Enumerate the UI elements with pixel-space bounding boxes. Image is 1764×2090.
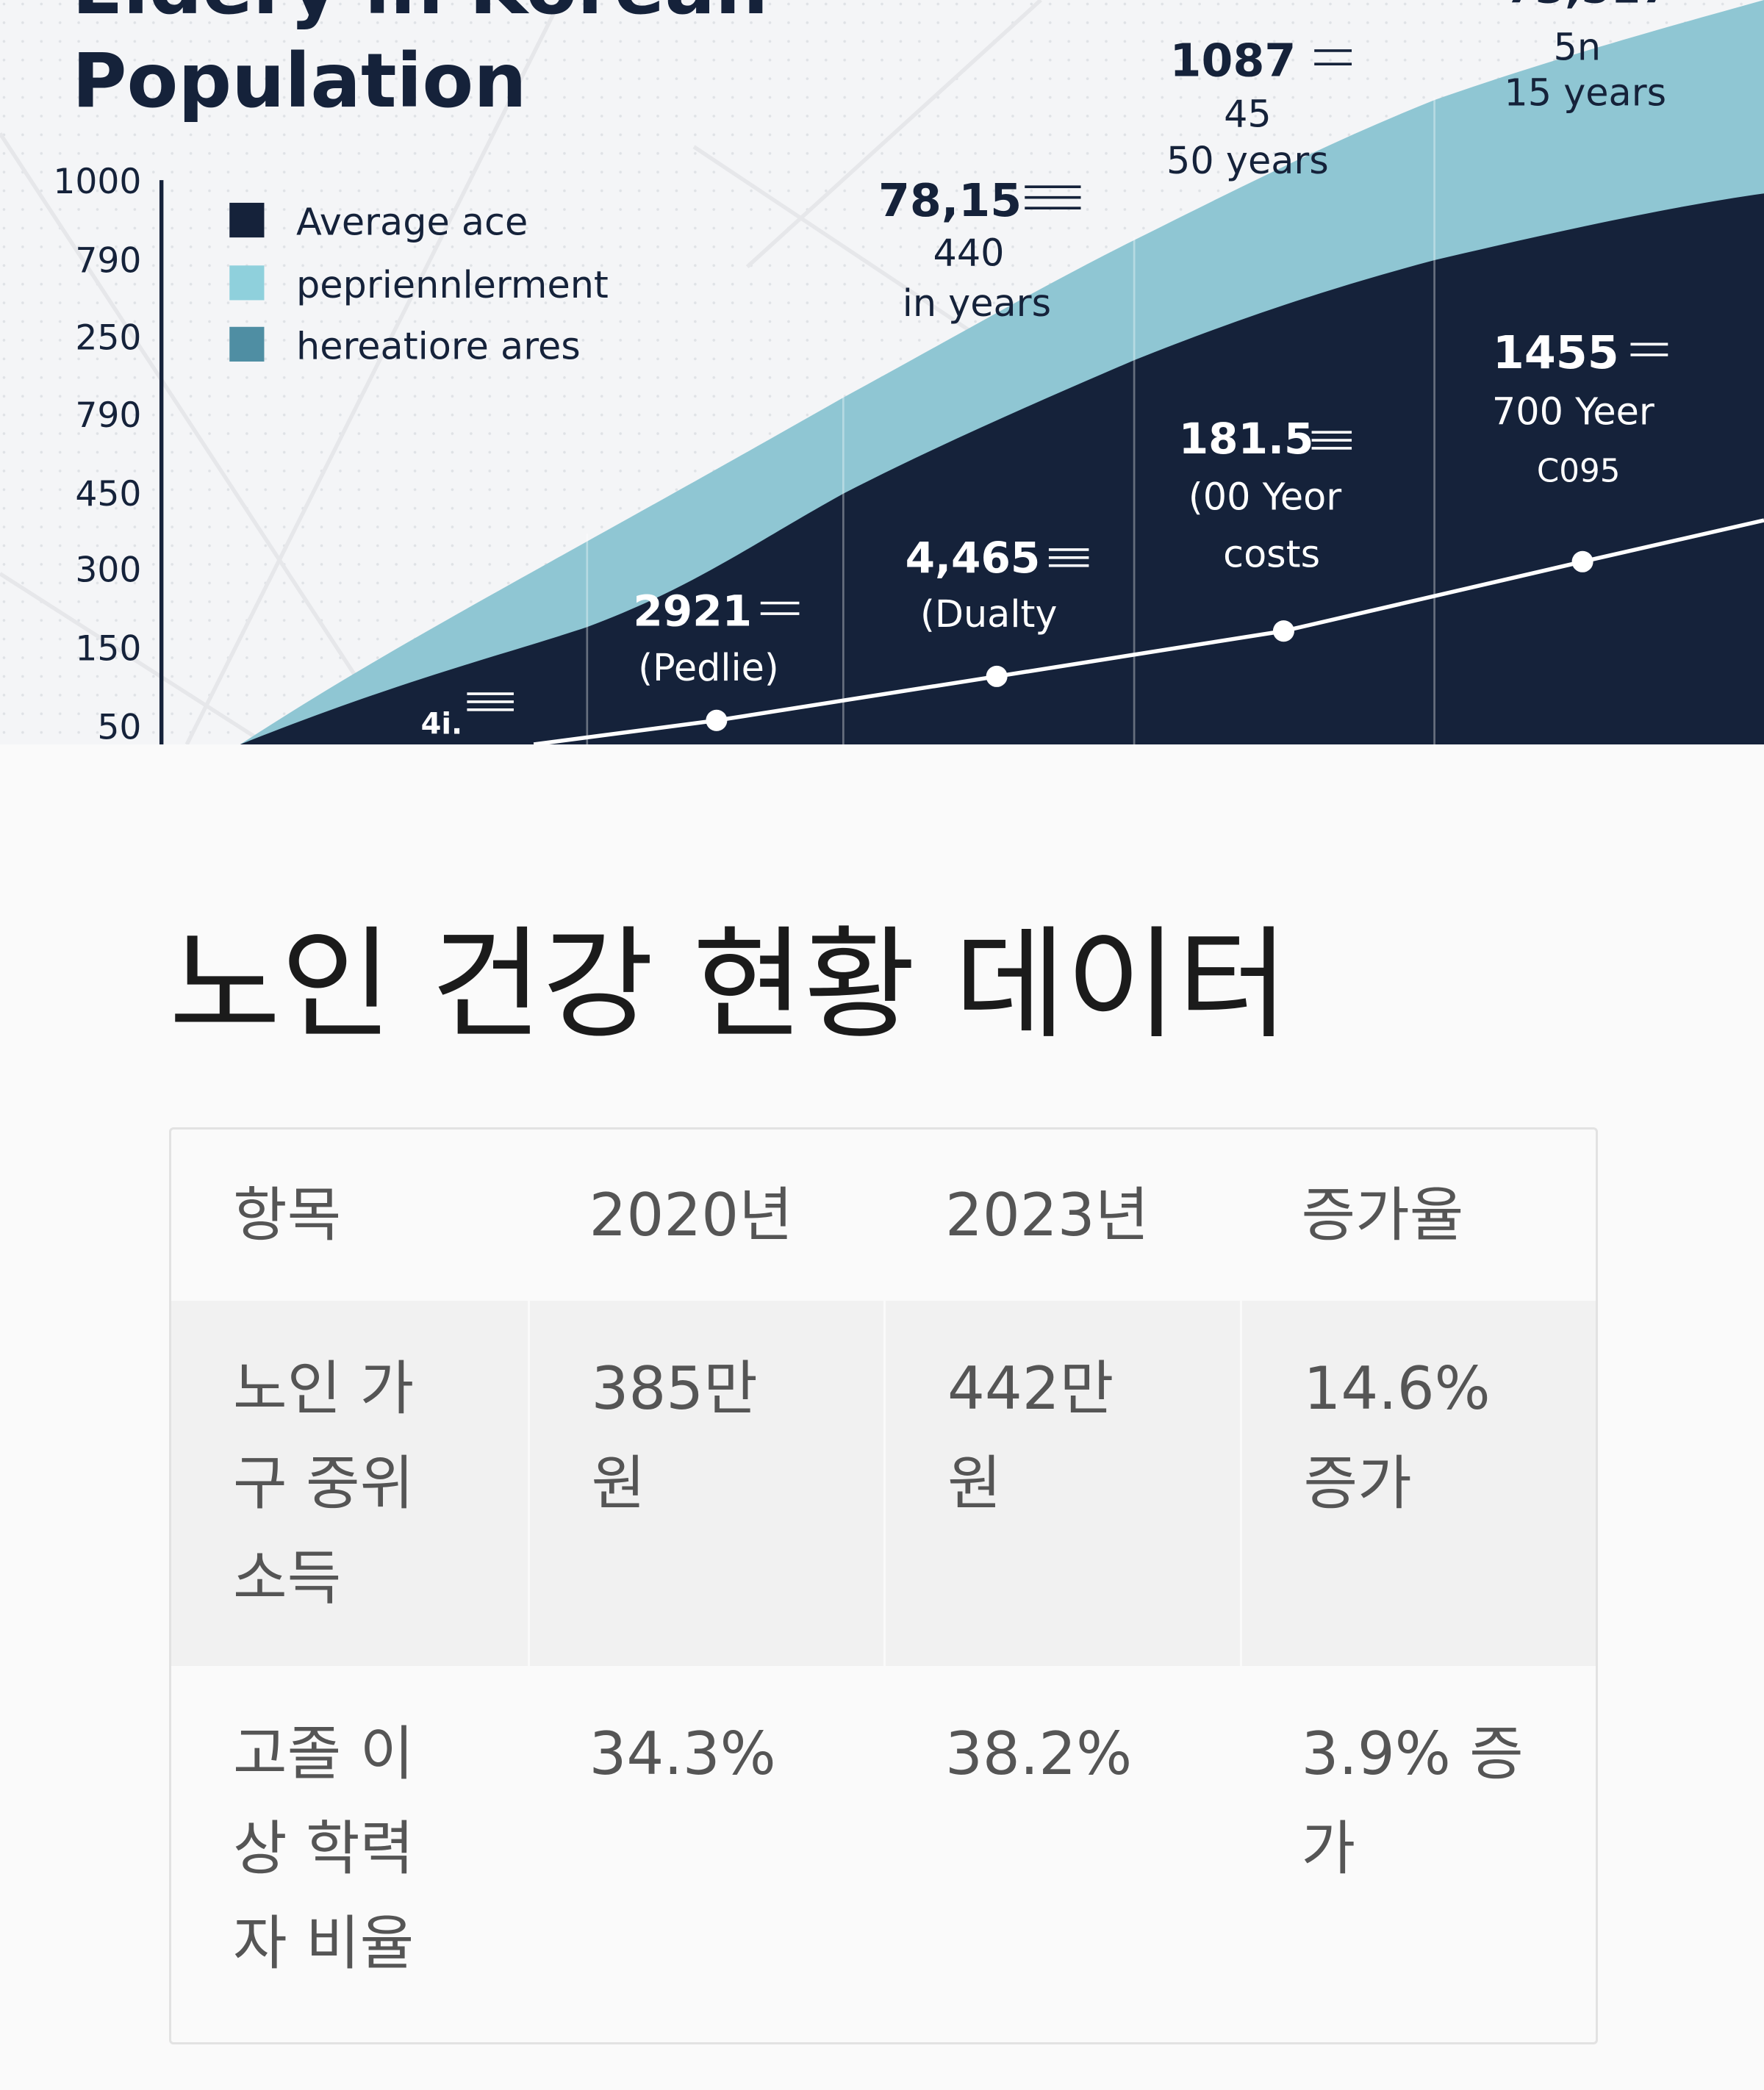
annotation-line: in years [903,281,1051,325]
annotation-line: (00 Yeor [1188,475,1341,518]
annotation-line: (Pedlie) [638,646,779,689]
equal-marks [467,49,1668,711]
header-cell: 2023년 [945,1181,1150,1249]
legend-swatch [229,202,265,238]
title: Eldery in Korean [72,0,768,31]
legend-label: Average ace [296,201,528,244]
header-cell: 항목 [233,1181,342,1249]
annotation-line: (Dualty [920,592,1057,636]
data-table: 항목 2020년 2023년 증가율 노인 가구 중위소득 385만 원 442… [169,1127,1598,2044]
annotation-line: 50 years [1166,139,1329,182]
legend-label: pepriennlerment [296,263,609,306]
annotation-line: 45 [1224,92,1272,135]
cell: 38.2% [945,1720,1133,1788]
annotation-line: 5n [1554,26,1602,69]
dividers [586,97,1435,744]
cell: 고졸 이상 학력자 비율 [233,1720,415,1978]
annotation-value: 78,15 [878,174,1022,227]
header-cell: 2020년 [589,1181,793,1249]
heading: 노인 건강 현황 데이터 [169,914,1289,1055]
cell: 34.3% [589,1720,776,1788]
legend-swatch [229,265,265,301]
y-label: 50 [97,708,141,744]
trend-line [533,518,1764,744]
annotation-line: 15 years [1504,71,1666,114]
y-label: 300 [75,550,141,591]
title: Population [72,37,527,124]
y-label: 790 [75,395,141,436]
annotation-line: 440 [933,231,1004,274]
annotation-value: 2921 [633,586,752,636]
infographic: Eldery in Korean Population 1000 790 250… [0,0,1764,744]
annotation-value: 1087 [1170,34,1297,87]
header-cell: 증가율 [1301,1181,1464,1249]
cell: 442만 원 [883,1301,1240,1666]
y-label: 450 [75,474,141,514]
annotation-value: 4,465 [906,533,1041,583]
y-label: 250 [75,318,141,359]
annotation-line: costs [1223,533,1320,576]
legend-label: hereatiore ares [296,324,581,367]
cell: 노인 가구 중위소득 [171,1301,528,1666]
cell: 14.6% 증가 [1239,1301,1596,1666]
cell: 3.9% 증가 [1301,1720,1524,1883]
y-label: 150 [75,629,141,669]
annotation-value: 4i. [421,707,463,741]
y-label: 790 [75,240,141,281]
annotation-line: 700 Yeer [1492,389,1654,433]
row: 고졸 이상 학력자 비율 34.3% 38.2% 3.9% 증가 [171,1666,1596,2042]
annotation-value: 73,517 [1505,0,1670,13]
legend-swatch [229,326,265,362]
y-label: 1000 [53,162,141,202]
annotation-value: 1455 [1493,326,1619,379]
cell: 385만 원 [527,1301,883,1666]
trend-dots [706,550,1593,731]
annotation-value: 181.5 [1179,414,1314,464]
header-row: 항목 2020년 2023년 증가율 [171,1130,1596,1301]
row: 노인 가구 중위소득 385만 원 442만 원 14.6% 증가 [171,1301,1596,1666]
annotation-line: C095 [1537,453,1621,489]
